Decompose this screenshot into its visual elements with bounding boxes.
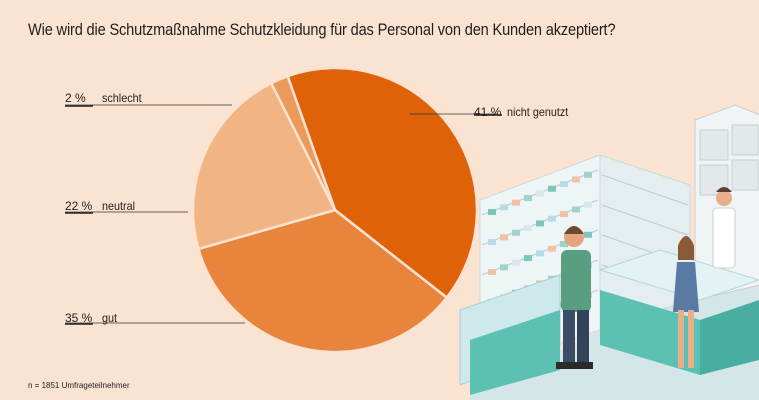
shelf-product	[548, 185, 556, 192]
shelf-product	[488, 209, 496, 215]
page-title: Wie wird die Schutzmaßnahme Schutzkleidu…	[28, 20, 616, 39]
shelf-board	[601, 174, 689, 206]
slice-category-label: neutral	[102, 199, 136, 213]
slice-category-label: nicht genutzt	[507, 105, 569, 119]
shelf-product	[500, 234, 508, 241]
pie-slices	[191, 66, 479, 354]
pie-slice-gut	[196, 208, 449, 354]
shelf-product	[584, 201, 592, 208]
counter-base-left	[470, 310, 560, 395]
shelf-product	[500, 264, 508, 271]
slice-category-label: schlecht	[102, 91, 142, 105]
shelf-board	[601, 204, 689, 236]
shelf-product	[548, 245, 556, 252]
shelf-product	[524, 255, 532, 262]
pie-slice-nicht-genutzt	[286, 66, 479, 300]
shelf-product	[536, 190, 544, 197]
shelf-product	[512, 259, 520, 266]
slice-value-label: 2 %	[65, 91, 86, 105]
counter-side	[700, 300, 759, 375]
slice-category-label: gut	[102, 311, 118, 325]
shelf-product	[500, 204, 508, 211]
leader-lines	[65, 104, 502, 325]
shelf-product	[536, 250, 544, 257]
pharmacist-head	[716, 190, 732, 206]
shelf-product	[560, 241, 568, 248]
customer-woman-dress	[673, 262, 699, 312]
pharmacist-coat	[712, 207, 736, 269]
shelf-product	[548, 215, 556, 222]
shelf-product	[572, 176, 580, 183]
shelf-product	[512, 199, 520, 206]
shelf-product	[560, 211, 568, 218]
shelf-product	[536, 220, 544, 227]
shelf-product	[488, 269, 496, 275]
shelf-product	[524, 225, 532, 232]
shelf-product	[584, 231, 592, 238]
slice-value-label: 35 %	[65, 311, 93, 325]
slice-value-label: 41 %	[474, 105, 502, 119]
shelf-product	[584, 171, 592, 178]
customer-man-shirt	[561, 250, 591, 312]
slice-value-label: 22 %	[65, 199, 93, 213]
pharmacy-illustration	[459, 104, 759, 400]
shelf-product	[488, 239, 496, 245]
pie-slice-schlecht	[269, 74, 337, 211]
shelf-product	[560, 181, 568, 188]
counter-front	[600, 290, 700, 375]
shelf-product	[524, 195, 532, 202]
pie-slice-neutral	[191, 81, 337, 251]
shelf-product	[512, 229, 520, 236]
shelf-product	[572, 206, 580, 213]
sample-size-note: n = 1851 Umfrageteilnehmer	[28, 381, 130, 390]
